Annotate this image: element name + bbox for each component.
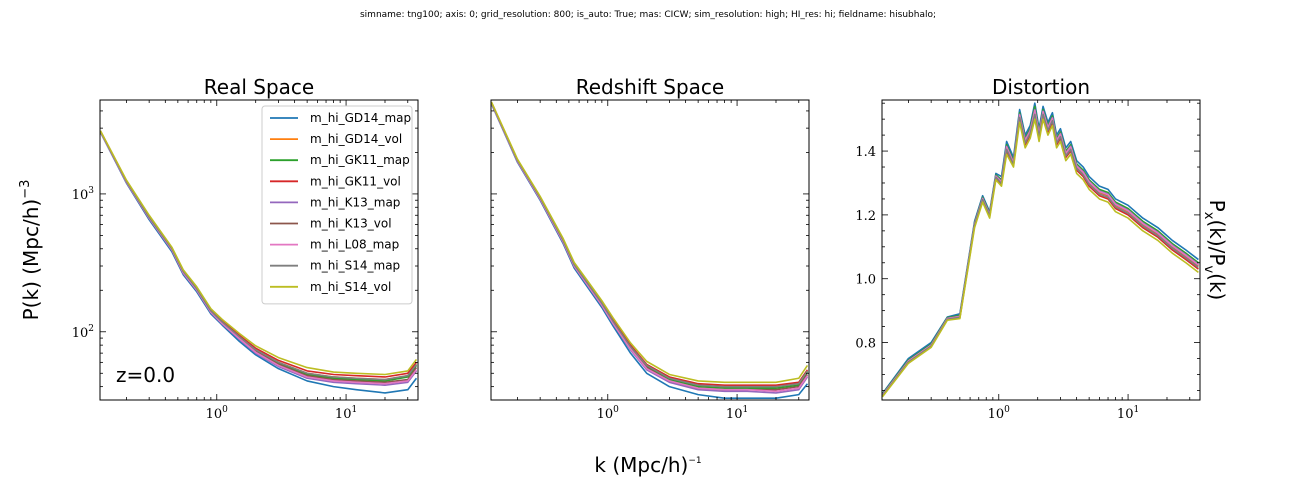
series-line-m-hi-L08-map (882, 109, 1199, 396)
legend-entry: m_hi_K13_map (310, 195, 400, 209)
x-tick-label: 101 (335, 405, 357, 422)
redshift-annotation: z=0.0 (116, 363, 175, 387)
series-line-m-hi-GD14-map (100, 131, 418, 394)
series-line-m-hi-S14-map (491, 102, 809, 388)
legend: m_hi_GD14_map m_hi_GD14_vol m_hi_GK11_mapm… (261, 105, 413, 305)
series-line-m-hi-S14-vol (882, 118, 1199, 398)
panel-1-frame (490, 99, 810, 401)
y-tick-label: 0.8 (855, 337, 876, 352)
shared-x-axis-label-base: k (Mpc/h) (594, 453, 688, 477)
y-tick-label: 102 (72, 324, 94, 341)
legend-entry: m_hi_GD14_map (310, 111, 411, 125)
x-tick-label: 100 (597, 405, 620, 422)
panel-title: Redshift Space (576, 75, 725, 99)
x-tick-label: 101 (1117, 405, 1139, 422)
y-tick-label: 1.0 (855, 273, 876, 288)
series-line-m-hi-GD14-map (882, 102, 1199, 395)
panel-2-series-group (882, 102, 1199, 398)
series-line-m-hi-K13-map (882, 108, 1199, 396)
panel-1-series-group (491, 101, 809, 399)
legend-entry: m_hi_K13_vol (310, 217, 392, 231)
y-tick-label: 103 (72, 186, 95, 203)
y-tick-label: 1.4 (855, 145, 876, 160)
series-line-m-hi-S14-vol (100, 130, 418, 376)
legend-frame (261, 105, 413, 305)
series-line-m-hi-L08-map (491, 102, 809, 393)
series-line-m-hi-K13-map (491, 103, 809, 394)
panel-title: Distortion (992, 75, 1090, 99)
panel-2: 100 101 0.8 1.0 1.2 1.4 Distortion Px(k)/Pv(k) (855, 75, 1229, 422)
legend-entry: m_hi_S14_map (310, 259, 400, 273)
panel-0-frame (99, 99, 419, 401)
x-tick-label: 101 (726, 405, 748, 422)
y-tick-label: 1.2 (855, 209, 876, 224)
panel-2-frame (881, 99, 1201, 401)
y-axis-label: P(k) (Mpc/h)−3 (18, 180, 43, 321)
series-line-m-hi-S14-vol (491, 101, 809, 384)
x-tick-label: 100 (206, 405, 229, 422)
series-line-m-hi-GD14-map (491, 103, 809, 399)
series-line-m-hi-GK11-vol (491, 101, 809, 386)
series-line-m-hi-S14-map (100, 130, 418, 381)
figure-suptitle: simname: tng100; axis: 0; grid_resolutio… (360, 10, 936, 20)
series-line-m-hi-K13-vol (491, 102, 809, 391)
legend-entry: m_hi_L08_map (310, 238, 399, 252)
shared-x-axis-label-exponent: −1 (688, 456, 701, 466)
panel-0-series-group (100, 130, 418, 394)
shared-x-axis-label: k (Mpc/h)−1 (594, 453, 701, 477)
legend-entry: m_hi_GK11_map (310, 153, 410, 167)
legend-entry: m_hi_GD14_vol (310, 132, 402, 146)
panel-0: 100 101 102 103 Real Space P(k) (Mpc/h)−3 z=0.… (18, 75, 419, 422)
series-line-m-hi-K13-vol (882, 110, 1199, 397)
panel-1: 100 101 Redshift Space (490, 75, 810, 422)
series-line-m-hi-GD14-vol (491, 102, 809, 388)
series-line-m-hi-GD14-vol (882, 111, 1199, 396)
series-line-m-hi-GK11-map (882, 105, 1199, 395)
distortion-y-axis-label: Px(k)/Pv(k) (1201, 200, 1229, 301)
legend-entry: m_hi_GK11_vol (310, 174, 401, 188)
legend-entry: m_hi_S14_vol (310, 280, 391, 294)
panel-title: Real Space (204, 75, 314, 99)
series-line-m-hi-S14-map (882, 113, 1199, 397)
x-tick-label: 100 (988, 405, 1011, 422)
series-line-m-hi-GK11-map (491, 102, 809, 389)
panels: 100 101 102 103 Real Space P(k) (Mpc/h)−3 z=0.… (18, 75, 1229, 422)
series-line-m-hi-GK11-vol (882, 115, 1199, 397)
